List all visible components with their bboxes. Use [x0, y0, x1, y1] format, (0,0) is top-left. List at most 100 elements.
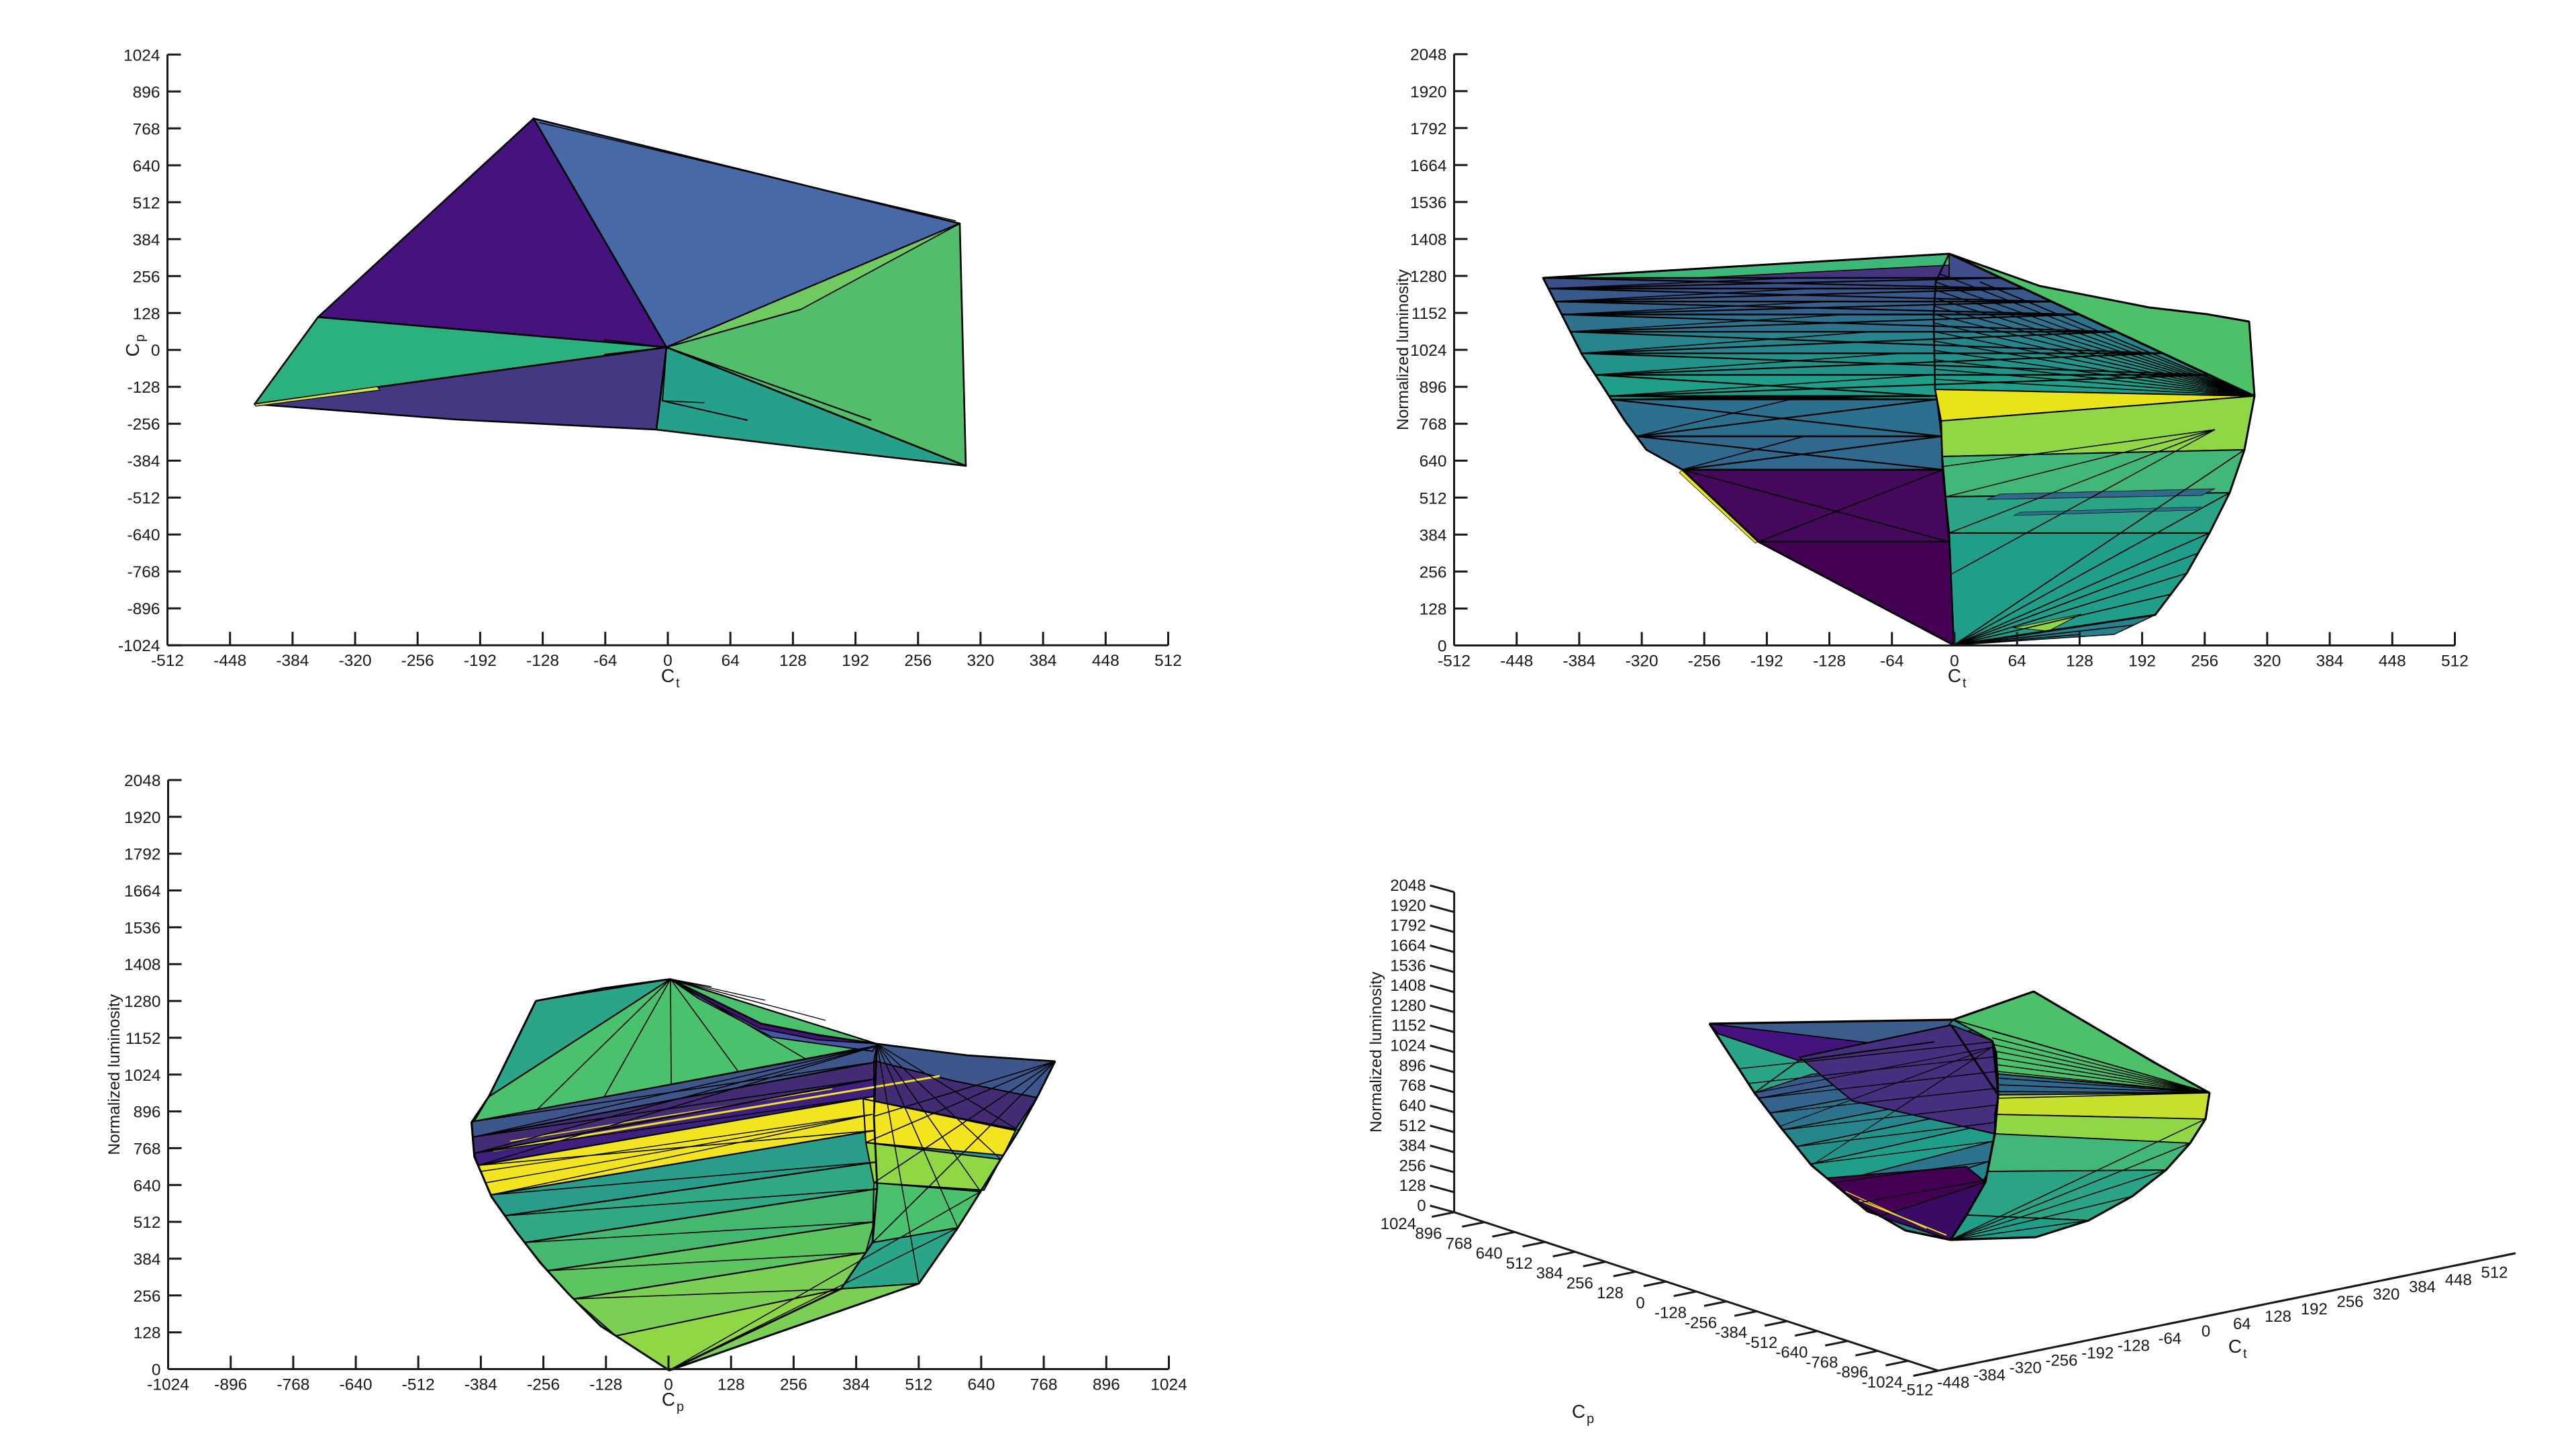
svg-text:1024: 1024	[124, 1067, 161, 1085]
svg-text:896: 896	[134, 1104, 161, 1122]
svg-text:768: 768	[1445, 1235, 1472, 1253]
svg-text:0: 0	[152, 1361, 161, 1380]
svg-text:0: 0	[1438, 638, 1447, 656]
svg-text:-448: -448	[213, 652, 246, 670]
svg-text:384: 384	[1420, 526, 1447, 544]
svg-text:128: 128	[1420, 601, 1447, 619]
svg-text:p: p	[133, 334, 148, 342]
svg-text:1280: 1280	[1410, 268, 1447, 286]
svg-text:128: 128	[1399, 1177, 1426, 1195]
svg-text:640: 640	[134, 1177, 161, 1195]
svg-text:Normalized luminosity: Normalized luminosity	[105, 994, 123, 1155]
svg-text:-384: -384	[127, 452, 160, 471]
svg-text:-512: -512	[1901, 1381, 1933, 1399]
svg-text:C: C	[661, 665, 675, 686]
svg-text:-256: -256	[127, 416, 160, 434]
svg-text:256: 256	[133, 268, 160, 286]
svg-text:1408: 1408	[124, 956, 161, 974]
svg-text:-64: -64	[1880, 652, 1903, 671]
svg-text:-768: -768	[277, 1376, 309, 1394]
svg-text:320: 320	[2253, 652, 2281, 671]
svg-text:1920: 1920	[1410, 83, 1447, 101]
svg-text:-128: -128	[2118, 1337, 2150, 1355]
svg-text:t: t	[676, 676, 680, 691]
svg-text:Normalized luminosity: Normalized luminosity	[1394, 269, 1412, 430]
svg-text:1024: 1024	[1390, 1037, 1426, 1055]
svg-text:640: 640	[133, 157, 160, 175]
svg-text:t: t	[2243, 1347, 2247, 1361]
svg-text:128: 128	[134, 1324, 161, 1343]
svg-text:128: 128	[133, 305, 160, 323]
svg-text:C: C	[1572, 1401, 1585, 1422]
svg-text:896: 896	[1420, 379, 1447, 397]
svg-text:128: 128	[2265, 1308, 2291, 1326]
svg-text:512: 512	[2481, 1263, 2508, 1281]
svg-text:-512: -512	[151, 652, 184, 670]
svg-text:512: 512	[1399, 1117, 1426, 1135]
svg-text:320: 320	[2373, 1286, 2399, 1304]
svg-text:1152: 1152	[1391, 1017, 1426, 1035]
svg-text:-256: -256	[1688, 652, 1721, 671]
svg-text:384: 384	[2409, 1278, 2436, 1296]
svg-text:0: 0	[663, 652, 673, 670]
svg-text:2048: 2048	[124, 772, 161, 790]
svg-text:384: 384	[1399, 1137, 1426, 1155]
svg-text:p: p	[1587, 1412, 1594, 1426]
svg-text:-768: -768	[1805, 1353, 1838, 1371]
svg-text:-128: -128	[1813, 652, 1846, 671]
svg-text:-1024: -1024	[147, 1376, 189, 1394]
svg-text:-512: -512	[1438, 652, 1471, 671]
svg-text:448: 448	[2379, 652, 2406, 671]
svg-text:192: 192	[842, 652, 869, 670]
svg-text:1280: 1280	[1390, 997, 1426, 1015]
svg-text:384: 384	[1536, 1265, 1563, 1283]
svg-text:128: 128	[717, 1376, 745, 1394]
svg-text:-128: -128	[589, 1376, 622, 1394]
svg-text:768: 768	[1030, 1376, 1058, 1394]
svg-text:1664: 1664	[124, 883, 161, 901]
svg-text:384: 384	[133, 231, 160, 249]
svg-text:1024: 1024	[1381, 1215, 1416, 1233]
svg-text:512: 512	[133, 194, 160, 212]
svg-text:384: 384	[842, 1376, 870, 1394]
svg-text:256: 256	[134, 1288, 161, 1306]
svg-text:-256: -256	[1685, 1314, 1717, 1332]
svg-text:320: 320	[967, 652, 994, 670]
svg-text:1408: 1408	[1410, 231, 1447, 249]
svg-text:2048: 2048	[1410, 46, 1447, 64]
svg-text:-128: -128	[526, 652, 559, 670]
svg-text:64: 64	[2008, 652, 2026, 671]
svg-text:-192: -192	[464, 652, 497, 670]
svg-text:-256: -256	[401, 652, 434, 670]
svg-text:C: C	[122, 343, 143, 356]
svg-text:256: 256	[1567, 1274, 1593, 1292]
svg-text:C: C	[662, 1389, 675, 1410]
svg-text:1408: 1408	[1390, 977, 1426, 995]
svg-text:256: 256	[780, 1376, 807, 1394]
svg-text:0: 0	[151, 342, 160, 360]
svg-text:-256: -256	[527, 1376, 560, 1394]
svg-text:512: 512	[2441, 652, 2469, 671]
svg-text:640: 640	[1476, 1245, 1503, 1263]
svg-text:1152: 1152	[126, 1030, 161, 1048]
svg-text:640: 640	[967, 1376, 995, 1394]
svg-text:448: 448	[2445, 1271, 2472, 1289]
svg-text:-64: -64	[2158, 1330, 2181, 1348]
svg-text:p: p	[677, 1400, 684, 1414]
svg-text:896: 896	[1093, 1376, 1120, 1394]
svg-text:1792: 1792	[124, 846, 161, 864]
svg-text:384: 384	[134, 1251, 161, 1269]
svg-text:1024: 1024	[1410, 342, 1447, 360]
svg-text:512: 512	[134, 1214, 161, 1232]
svg-text:-128: -128	[127, 379, 160, 397]
svg-text:256: 256	[1399, 1157, 1426, 1175]
svg-text:512: 512	[1154, 652, 1182, 670]
svg-text:-192: -192	[1750, 652, 1783, 671]
svg-text:1536: 1536	[124, 919, 161, 937]
svg-text:-512: -512	[1745, 1334, 1777, 1352]
svg-text:768: 768	[134, 1140, 161, 1158]
svg-text:-384: -384	[1715, 1324, 1747, 1342]
svg-text:-512: -512	[402, 1376, 435, 1394]
svg-text:C: C	[1948, 665, 1961, 686]
svg-text:64: 64	[722, 652, 740, 670]
